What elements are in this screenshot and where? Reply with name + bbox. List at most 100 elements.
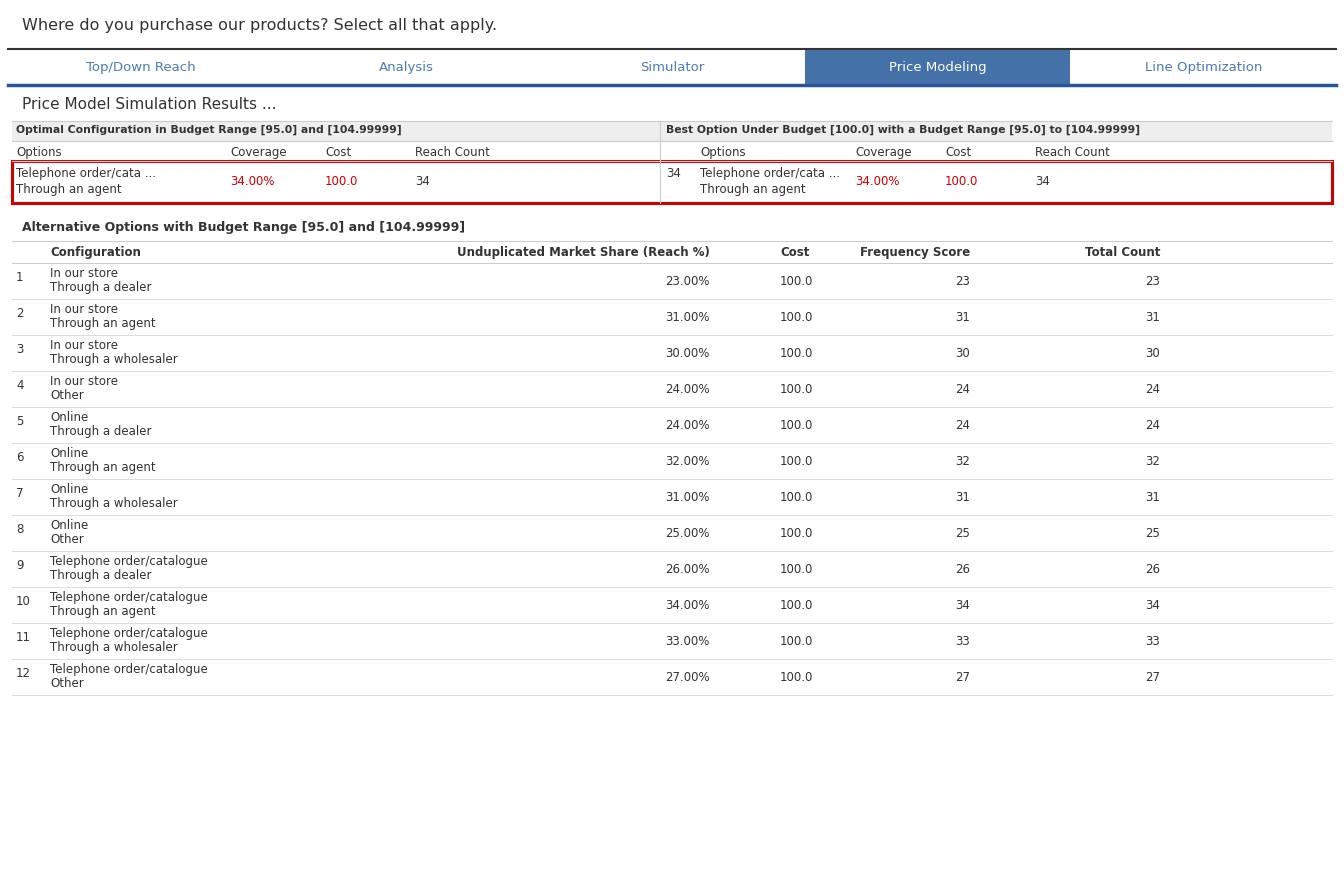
Text: Through an agent: Through an agent — [50, 317, 156, 330]
Text: 100.0: 100.0 — [780, 311, 813, 324]
Text: 33: 33 — [956, 635, 970, 648]
Text: Other: Other — [50, 389, 83, 402]
Text: Online: Online — [50, 411, 89, 424]
Text: Online: Online — [50, 447, 89, 460]
Text: 31.00%: 31.00% — [665, 491, 710, 504]
Text: Simulator: Simulator — [640, 61, 704, 74]
Bar — [12, 515, 1332, 551]
Text: Optimal Configuration in Budget Range [95.0] and [104.99999]: Optimal Configuration in Budget Range [9… — [16, 125, 402, 135]
Text: Where do you purchase our products? Select all that apply.: Where do you purchase our products? Sele… — [22, 18, 497, 33]
Text: Unduplicated Market Share (Reach %): Unduplicated Market Share (Reach %) — [457, 246, 710, 259]
Text: Through a wholesaler: Through a wholesaler — [50, 353, 177, 366]
Text: Through an agent: Through an agent — [50, 461, 156, 474]
Text: Best Option Under Budget [100.0] with a Budget Range [95.0] to [104.99999]: Best Option Under Budget [100.0] with a … — [667, 125, 1140, 135]
Text: In our store: In our store — [50, 303, 118, 316]
Text: 100.0: 100.0 — [780, 383, 813, 396]
Text: 100.0: 100.0 — [780, 563, 813, 576]
Text: 34.00%: 34.00% — [665, 599, 710, 612]
Text: 25: 25 — [1145, 527, 1160, 540]
Text: 34: 34 — [1145, 599, 1160, 612]
Text: 10: 10 — [16, 595, 31, 608]
Text: 4: 4 — [16, 379, 23, 392]
Text: 30: 30 — [1145, 347, 1160, 360]
Bar — [12, 263, 1332, 299]
Text: 32.00%: 32.00% — [665, 455, 710, 468]
Text: Reach Count: Reach Count — [415, 146, 489, 159]
Text: 23.00%: 23.00% — [665, 275, 710, 288]
Text: 23: 23 — [1145, 275, 1160, 288]
Text: 26: 26 — [956, 563, 970, 576]
Text: 25: 25 — [956, 527, 970, 540]
Text: 34: 34 — [415, 175, 430, 188]
Text: Total Count: Total Count — [1085, 246, 1160, 259]
Bar — [12, 141, 1332, 161]
Text: 24.00%: 24.00% — [665, 383, 710, 396]
Text: Telephone order/cata ...: Telephone order/cata ... — [700, 167, 840, 180]
Text: Through a dealer: Through a dealer — [50, 281, 152, 294]
Text: 24.00%: 24.00% — [665, 419, 710, 432]
Text: Alternative Options with Budget Range [95.0] and [104.99999]: Alternative Options with Budget Range [9… — [22, 221, 465, 234]
Text: 34.00%: 34.00% — [230, 175, 274, 188]
Text: 30: 30 — [956, 347, 970, 360]
Text: 2: 2 — [16, 307, 23, 320]
Text: Through an agent: Through an agent — [50, 605, 156, 618]
Text: Line Optimization: Line Optimization — [1145, 61, 1262, 74]
Text: 8: 8 — [16, 523, 23, 536]
Text: Through an agent: Through an agent — [16, 183, 121, 196]
Bar — [12, 161, 1332, 203]
Text: 100.0: 100.0 — [945, 175, 978, 188]
Text: Coverage: Coverage — [230, 146, 286, 159]
Text: 100.0: 100.0 — [780, 671, 813, 684]
Text: 100.0: 100.0 — [780, 599, 813, 612]
Text: 30.00%: 30.00% — [665, 347, 710, 360]
Text: 31: 31 — [1145, 311, 1160, 324]
Text: Through a wholesaler: Through a wholesaler — [50, 641, 177, 654]
Text: 32: 32 — [956, 455, 970, 468]
Text: Telephone order/catalogue: Telephone order/catalogue — [50, 663, 208, 676]
Bar — [12, 335, 1332, 371]
Text: 7: 7 — [16, 487, 23, 500]
Text: 34: 34 — [667, 167, 681, 180]
Text: 6: 6 — [16, 451, 23, 464]
Text: 31: 31 — [956, 491, 970, 504]
Text: 27.00%: 27.00% — [665, 671, 710, 684]
Bar — [12, 241, 1332, 263]
Text: 9: 9 — [16, 559, 23, 572]
Text: 26: 26 — [1145, 563, 1160, 576]
Text: Analysis: Analysis — [379, 61, 434, 74]
Bar — [12, 299, 1332, 335]
Bar — [12, 659, 1332, 695]
Text: In our store: In our store — [50, 375, 118, 388]
Text: 100.0: 100.0 — [780, 455, 813, 468]
Text: 100.0: 100.0 — [780, 635, 813, 648]
Bar — [805, 50, 1070, 85]
Text: 100.0: 100.0 — [780, 419, 813, 432]
Text: 100.0: 100.0 — [780, 527, 813, 540]
Text: Other: Other — [50, 677, 83, 690]
Text: 24: 24 — [956, 419, 970, 432]
Text: 34: 34 — [1035, 175, 1050, 188]
Text: Configuration: Configuration — [50, 246, 141, 259]
Text: 5: 5 — [16, 415, 23, 428]
Text: Through a dealer: Through a dealer — [50, 425, 152, 438]
Text: 31: 31 — [1145, 491, 1160, 504]
Text: 25.00%: 25.00% — [665, 527, 710, 540]
Text: Top/Down Reach: Top/Down Reach — [86, 61, 196, 74]
Text: Frequency Score: Frequency Score — [860, 246, 970, 259]
Text: Through a wholesaler: Through a wholesaler — [50, 497, 177, 510]
Text: 26.00%: 26.00% — [665, 563, 710, 576]
Text: 100.0: 100.0 — [780, 347, 813, 360]
Text: 27: 27 — [1145, 671, 1160, 684]
Text: Cost: Cost — [780, 246, 809, 259]
Text: 12: 12 — [16, 667, 31, 680]
Text: 33: 33 — [1145, 635, 1160, 648]
Text: 100.0: 100.0 — [780, 275, 813, 288]
Text: 24: 24 — [1145, 383, 1160, 396]
Text: Coverage: Coverage — [855, 146, 911, 159]
Bar — [12, 623, 1332, 659]
Bar — [12, 371, 1332, 407]
Text: Price Model Simulation Results ...: Price Model Simulation Results ... — [22, 97, 277, 112]
Text: Telephone order/catalogue: Telephone order/catalogue — [50, 591, 208, 604]
Text: 34.00%: 34.00% — [855, 175, 899, 188]
Text: 33.00%: 33.00% — [665, 635, 710, 648]
